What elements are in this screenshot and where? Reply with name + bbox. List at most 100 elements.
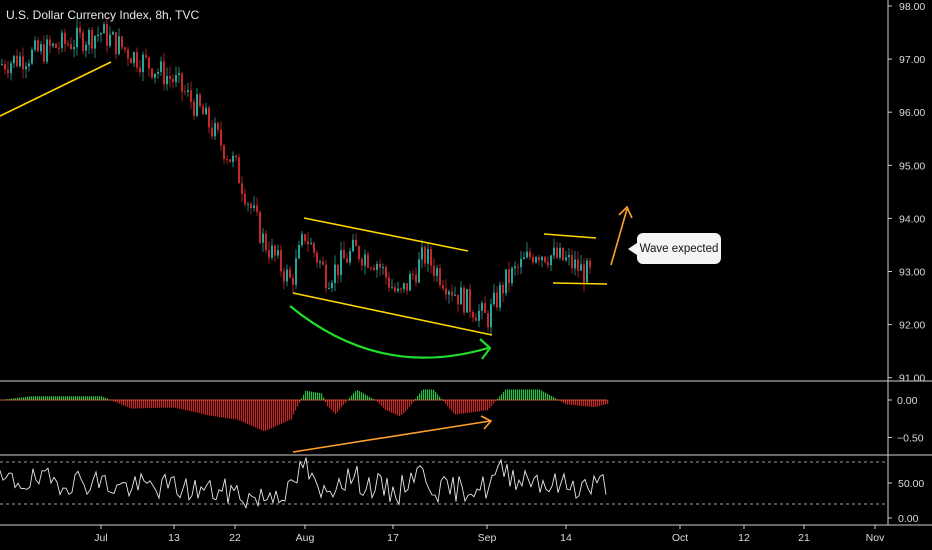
x-tick-label: 13 xyxy=(168,532,180,544)
candle xyxy=(436,264,438,282)
histogram-bar xyxy=(127,400,129,407)
histogram-bar xyxy=(395,400,397,415)
histogram-bar xyxy=(495,400,497,402)
candle xyxy=(31,47,33,66)
histogram-bar xyxy=(563,400,565,404)
candle xyxy=(553,238,555,260)
histogram-bar xyxy=(285,400,287,422)
histogram-bar xyxy=(513,389,515,401)
candle xyxy=(61,29,63,53)
histogram-bar xyxy=(85,396,87,401)
candle xyxy=(373,264,375,271)
histogram-bar xyxy=(391,400,393,413)
x-tick-label: Sep xyxy=(478,532,497,544)
histogram-bar xyxy=(121,400,123,405)
histogram-bar xyxy=(389,400,391,412)
histogram-bar xyxy=(177,400,179,409)
histogram-bar xyxy=(11,398,13,401)
drawing-annotations xyxy=(0,61,633,360)
histogram-bar xyxy=(439,396,441,401)
candle xyxy=(127,46,129,67)
candle xyxy=(460,281,462,305)
candle xyxy=(550,254,552,272)
trendline-jul xyxy=(0,61,112,117)
candle xyxy=(82,29,84,55)
histogram-bar xyxy=(497,398,499,401)
candle xyxy=(55,42,57,49)
histogram-bar xyxy=(55,396,57,401)
rsi-line xyxy=(0,457,607,509)
candle xyxy=(370,266,372,271)
histogram-bar xyxy=(607,400,609,405)
candle xyxy=(91,26,93,55)
histogram-bar xyxy=(153,400,155,408)
histogram-bar xyxy=(527,389,529,401)
histogram-bar xyxy=(469,400,471,413)
candle xyxy=(25,62,27,79)
candle xyxy=(100,32,102,43)
histogram-bar xyxy=(299,400,301,403)
x-tick-label: 22 xyxy=(229,532,241,544)
orange-arrow-up xyxy=(610,208,628,266)
histogram-bar xyxy=(225,400,227,418)
candle xyxy=(307,231,309,252)
histogram-bar xyxy=(19,397,21,401)
divergence-arrowhead xyxy=(480,415,493,430)
histogram-bar xyxy=(545,392,547,401)
histogram-bar xyxy=(53,396,55,401)
candle xyxy=(214,117,216,141)
histogram-bar xyxy=(397,400,399,416)
histogram-bar xyxy=(577,400,579,406)
candle xyxy=(532,253,534,265)
histogram-bar xyxy=(119,400,121,404)
candle xyxy=(334,255,336,292)
candle xyxy=(49,35,51,54)
histogram-bar xyxy=(491,400,493,406)
histogram-bar xyxy=(583,400,585,407)
histogram-bar xyxy=(145,400,147,409)
candle xyxy=(22,47,24,79)
candle xyxy=(259,209,261,244)
candle xyxy=(367,251,369,269)
histogram-bar xyxy=(599,400,601,406)
histogram-bar xyxy=(183,400,185,410)
x-tick-label: Jul xyxy=(94,532,107,544)
candle xyxy=(322,256,324,266)
candle xyxy=(295,249,297,290)
histogram-bar xyxy=(17,397,19,401)
histogram-bar xyxy=(429,389,431,401)
candle xyxy=(481,300,483,320)
y-tick-label: 0.00 xyxy=(898,513,919,525)
histogram-bar xyxy=(169,400,171,408)
histogram-bar xyxy=(425,389,427,401)
candle xyxy=(523,251,525,260)
candle xyxy=(433,258,435,282)
histogram-bar xyxy=(213,400,215,417)
candle xyxy=(439,263,441,289)
histogram-bar xyxy=(99,396,101,401)
y-tick-label: 50.00 xyxy=(898,478,924,490)
histogram-bar xyxy=(567,400,569,405)
histogram-bar xyxy=(585,400,587,407)
candle xyxy=(517,263,519,275)
histogram-bar xyxy=(531,389,533,401)
candle xyxy=(256,197,258,216)
candle xyxy=(397,281,399,294)
candle xyxy=(586,257,588,283)
histogram-bar xyxy=(499,396,501,401)
histogram-bar xyxy=(511,389,513,401)
candle xyxy=(541,255,543,267)
candle xyxy=(559,242,561,261)
histogram-bar xyxy=(79,396,81,401)
candle xyxy=(88,27,90,54)
candle xyxy=(157,68,159,79)
histogram-bar xyxy=(157,400,159,408)
histogram-bar xyxy=(295,400,297,411)
histogram-bar xyxy=(187,400,189,411)
histogram-bar xyxy=(75,396,77,401)
candle xyxy=(241,176,243,202)
candle xyxy=(277,244,279,259)
candle xyxy=(124,46,126,54)
histogram-bar xyxy=(173,400,175,408)
candle xyxy=(391,278,393,289)
